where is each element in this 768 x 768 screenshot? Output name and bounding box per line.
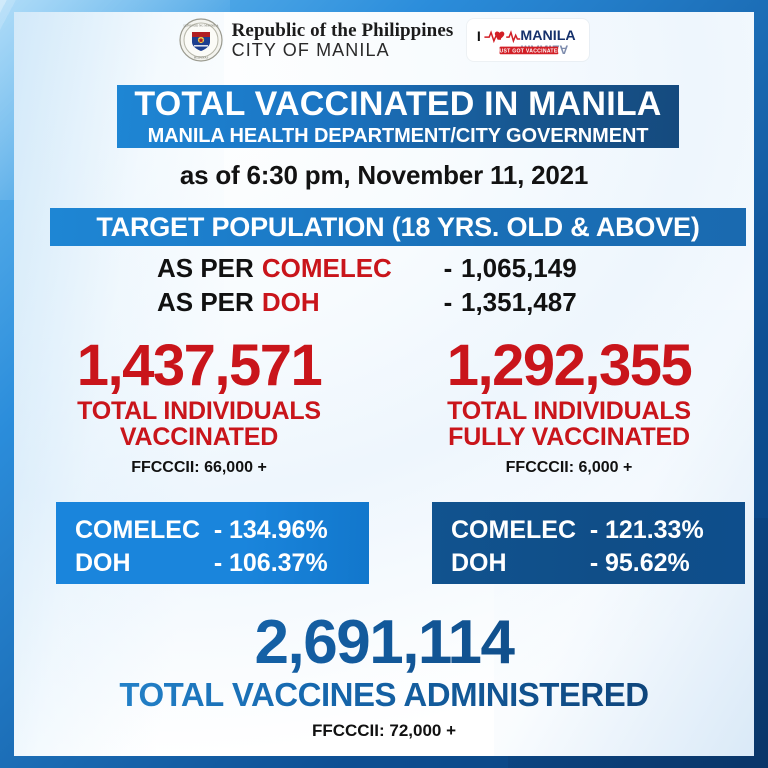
header: LUNGSOD NG MAYNILA PILIPINAS Republic of… [14,18,754,62]
i-heart-manila-vaccinated-logo-icon: I MANILA MANILA JUST GOT VACCINATED [467,19,590,61]
percentage-name-comelec-vaccinated: COMELEC [75,515,200,544]
dash-doh: - [443,286,453,317]
percentage-value-comelec-fully-vaccinated: 121.33% [605,515,704,544]
percentage-row-doh-vaccinated: DOH - 106.37% [56,547,369,580]
percentage-row-doh-fully-vaccinated: DOH - 95.62% [432,547,745,580]
title-banner: TOTAL VACCINATED IN MANILA MANILA HEALTH… [117,85,679,148]
percentage-dash-doh-fully-vaccinated: - [589,548,599,577]
government-lockup: LUNGSOD NG MAYNILA PILIPINAS Republic of… [179,18,454,62]
percentage-value-doh-fully-vaccinated: 95.62% [605,548,690,577]
city-line: CITY OF MANILA [231,40,390,60]
title-main: TOTAL VACCINATED IN MANILA [134,85,662,123]
percentage-value-comelec-vaccinated: 134.96% [229,515,328,544]
total-vaccines-number: 2,691,114 [14,612,754,674]
percentage-box-vaccinated: COMELEC - 134.96% DOH - 106.37% [56,502,369,584]
org-label-comelec: COMELEC [261,253,392,283]
percentage-dash-doh-vaccinated: - [213,548,223,577]
as-of-timestamp: as of 6:30 pm, November 11, 2021 [179,160,589,190]
total-vaccines-label: TOTAL VACCINES ADMINISTERED [14,678,754,711]
org-label-doh: DOH [261,286,320,317]
percentage-row-comelec-vaccinated: COMELEC - 134.96% [56,514,369,547]
stat-label-fully-vaccinated-line1: TOTAL INDIVIDUALS [447,396,691,425]
target-value-comelec: 1,065,149 [461,253,577,283]
stat-label-fully-vaccinated-line2: FULLY VACCINATED [448,423,690,452]
stat-total-individuals-fully-vaccinated: 1,292,355 TOTAL INDIVIDUALS FULLY VACCIN… [384,333,754,477]
target-row-comelec: AS PER COMELEC - 1,065,149 [14,252,754,286]
government-text: Republic of the Philippines CITY OF MANI… [231,19,454,60]
as-per-label-doh: AS PER [157,286,254,317]
percentage-dash-comelec-fully-vaccinated: - [589,515,599,544]
city-of-manila-seal-icon: LUNGSOD NG MAYNILA PILIPINAS [179,18,223,62]
target-value-doh: 1,351,487 [461,286,577,317]
stat-label-vaccinated: TOTAL INDIVIDUALS VACCINATED [14,398,384,451]
total-vaccines-administered: 2,691,114 TOTAL VACCINES ADMINISTERED FF… [14,612,754,741]
vaccination-stats: 1,437,571 TOTAL INDIVIDUALS VACCINATED F… [14,333,754,477]
stat-note-vaccinated: FFCCCII: 66,000 + [131,458,267,476]
percentage-dash-comelec-vaccinated: - [213,515,223,544]
title-subtitle: MANILA HEALTH DEPARTMENT/CITY GOVERNMENT [147,125,649,147]
target-population-banner: TARGET POPULATION (18 YRS. OLD & ABOVE) [50,208,746,246]
stat-number-vaccinated: 1,437,571 [76,333,323,398]
svg-text:I: I [477,29,481,45]
dash-comelec: - [443,253,453,283]
svg-text:LUNGSOD NG MAYNILA: LUNGSOD NG MAYNILA [183,24,219,28]
target-row-doh: AS PER DOH - 1,351,487 [14,286,754,320]
stat-total-individuals-vaccinated: 1,437,571 TOTAL INDIVIDUALS VACCINATED F… [14,333,384,477]
svg-text:JUST GOT VACCINATED: JUST GOT VACCINATED [497,49,562,55]
svg-text:PILIPINAS: PILIPINAS [193,55,208,59]
percentage-name-doh-vaccinated: DOH [75,548,131,577]
stat-label-vaccinated-line1: TOTAL INDIVIDUALS [77,396,321,425]
percentage-row-comelec-fully-vaccinated: COMELEC - 121.33% [432,514,745,547]
target-population-banner-label: TARGET POPULATION (18 YRS. OLD & ABOVE) [96,211,700,242]
percentage-name-doh-fully-vaccinated: DOH [451,548,507,577]
target-population-rows: AS PER COMELEC - 1,065,149 AS PER DOH - … [14,252,754,320]
stat-note-fully-vaccinated: FFCCCII: 6,000 + [505,458,633,476]
svg-text:MANILA: MANILA [521,28,576,44]
stat-label-vaccinated-line2: VACCINATED [119,423,279,452]
stat-label-fully-vaccinated: TOTAL INDIVIDUALS FULLY VACCINATED [384,398,754,451]
content-card: LUNGSOD NG MAYNILA PILIPINAS Republic of… [14,12,754,756]
percentage-box-fully-vaccinated: COMELEC - 121.33% DOH - 95.62% [432,502,745,584]
percentage-value-doh-vaccinated: 106.37% [229,548,328,577]
total-vaccines-note: FFCCCII: 72,000 + [311,721,457,740]
as-per-label-comelec: AS PER [157,253,254,283]
stat-number-fully-vaccinated: 1,292,355 [446,333,693,398]
percentage-name-comelec-fully-vaccinated: COMELEC [451,515,576,544]
republic-line: Republic of the Philippines [231,19,454,41]
